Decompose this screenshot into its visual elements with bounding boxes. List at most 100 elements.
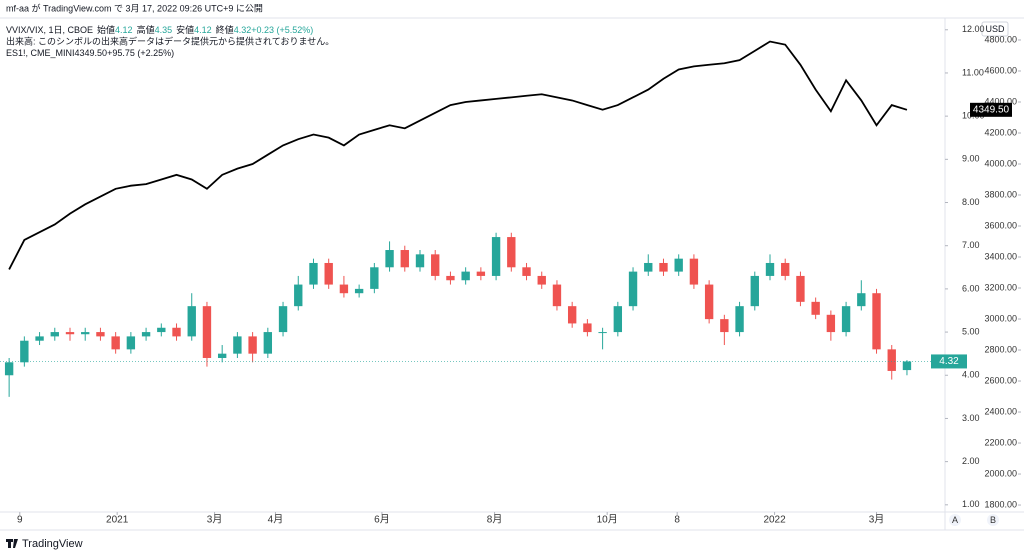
candle-body: [385, 250, 394, 268]
candle-body: [674, 258, 683, 272]
candle-body: [202, 306, 212, 358]
candle-body: [50, 332, 59, 337]
y2-tick-label: 3400.00: [984, 251, 1017, 261]
y2-tick-label: 2000.00: [984, 468, 1017, 478]
line-last-label: 4349.50: [973, 104, 1010, 115]
candle-body: [826, 314, 836, 333]
candle-body: [400, 250, 409, 268]
x-tick-label: 9: [17, 515, 23, 526]
legend: VVIX/VIX, 1日, CBOE 始値4.12 高値4.35 安値4.12 終値4.…: [6, 24, 313, 35]
currency: USD: [985, 24, 1005, 34]
candle-body: [598, 332, 607, 334]
candle-body: [781, 262, 790, 276]
y-tick-label: 3.00: [962, 413, 980, 423]
y2-tick-label: 2600.00: [984, 375, 1017, 385]
x-tick-label: 2021: [106, 515, 129, 526]
candle-body: [537, 275, 546, 285]
candle-body: [157, 327, 166, 333]
candle-body: [415, 254, 425, 268]
y-tick-label: 2.00: [962, 456, 980, 466]
y2-tick-label: 3600.00: [984, 220, 1017, 230]
x-tick-label: 8月: [487, 514, 503, 526]
y2-tick-label: 3000.00: [984, 313, 1017, 323]
legend-label: 始値: [97, 24, 115, 35]
candle-body: [111, 336, 120, 350]
candle-body: [841, 306, 851, 333]
scale-b: B: [990, 515, 996, 525]
candle-body: [644, 262, 653, 272]
scale-button[interactable]: [949, 514, 961, 526]
candle-body: [491, 237, 501, 276]
y2-tick-label: 4000.00: [984, 158, 1017, 168]
candle-body: [309, 262, 318, 285]
scale-button[interactable]: [987, 514, 999, 526]
candle-body: [96, 332, 105, 337]
publisher: mf-aa が TradingView.com で 3月 17, 2022 09…: [6, 2, 263, 13]
legend-label: 高値: [137, 24, 155, 35]
candle-body: [476, 271, 486, 276]
legend: 出来高: このシンボルの出来高データはデータ提供元から提供されておりません。: [6, 36, 334, 47]
x-tick-label: 6月: [374, 514, 390, 526]
candle-body: [65, 332, 75, 335]
y-tick-label: 8.00: [962, 197, 980, 207]
candle-body: [567, 306, 577, 324]
x-tick-label: 3月: [869, 514, 885, 526]
candle-body: [522, 267, 531, 276]
currency-box[interactable]: [981, 21, 1009, 37]
candle-body: [902, 361, 912, 371]
y2-tick-label: 1800.00: [984, 499, 1017, 509]
candle-body: [431, 254, 440, 276]
x-tick-label: 3月: [207, 514, 223, 526]
legend-value: +95.75 (+2.25%): [107, 48, 174, 58]
candle-body: [583, 323, 592, 333]
candle-body: [81, 332, 90, 335]
y2-tick-label: 3800.00: [984, 189, 1017, 199]
candle-body: [217, 353, 227, 358]
legend-name: VVIX/VIX, 1日, CBOE: [6, 25, 93, 35]
legend-name: 出来高: このシンボルの出来高データはデータ提供元から提供されておりません。: [6, 36, 334, 47]
last-price-tag: [931, 354, 967, 369]
candle-body: [720, 319, 729, 333]
candle-body: [354, 288, 364, 294]
candle-body: [811, 301, 820, 315]
y-tick-label: 6.00: [962, 283, 980, 293]
candle-body: [750, 275, 759, 307]
candle-body: [796, 275, 805, 302]
candle-body: [370, 267, 379, 289]
scale-a: A: [952, 515, 958, 525]
x-tick-label: 8: [674, 515, 680, 526]
legend-label: 終値: [216, 24, 234, 35]
y2-tick-label: 2800.00: [984, 344, 1017, 354]
candle-body: [613, 306, 623, 333]
y2-tick-label: 2400.00: [984, 406, 1017, 416]
y2-tick-label: 4200.00: [984, 127, 1017, 137]
legend-label: 安値: [176, 24, 194, 35]
candle-body: [35, 336, 44, 341]
candle-body: [141, 332, 151, 337]
candle-body: [248, 336, 257, 354]
y-tick-label: 9.00: [962, 154, 980, 164]
y-tick-label: 7.00: [962, 240, 980, 250]
y2-tick-label: 4400.00: [984, 96, 1017, 106]
candle-body: [552, 284, 562, 307]
candle-body: [872, 293, 881, 350]
legend-value: 4.32: [234, 25, 252, 35]
footer: TradingView: [22, 538, 83, 550]
candle-body: [446, 275, 455, 281]
candle-body: [704, 284, 714, 320]
candle-body: [172, 327, 181, 337]
y2-tick-label: 3200.00: [984, 282, 1017, 292]
candle-body: [735, 306, 744, 333]
candle-body: [126, 336, 136, 350]
candle-body: [263, 332, 273, 354]
candle-body: [659, 262, 668, 272]
y2-tick-label: 2200.00: [984, 437, 1017, 447]
y-tick-label: 1.00: [962, 499, 980, 509]
legend-value: +0.23 (+5.52%): [251, 25, 313, 35]
legend-value: 4.12: [194, 25, 212, 35]
y2-tick-label: 4600.00: [984, 65, 1017, 75]
legend-value: 4349.50: [75, 48, 108, 58]
candle-body: [765, 262, 775, 276]
x-tick-label: 2022: [763, 515, 786, 526]
